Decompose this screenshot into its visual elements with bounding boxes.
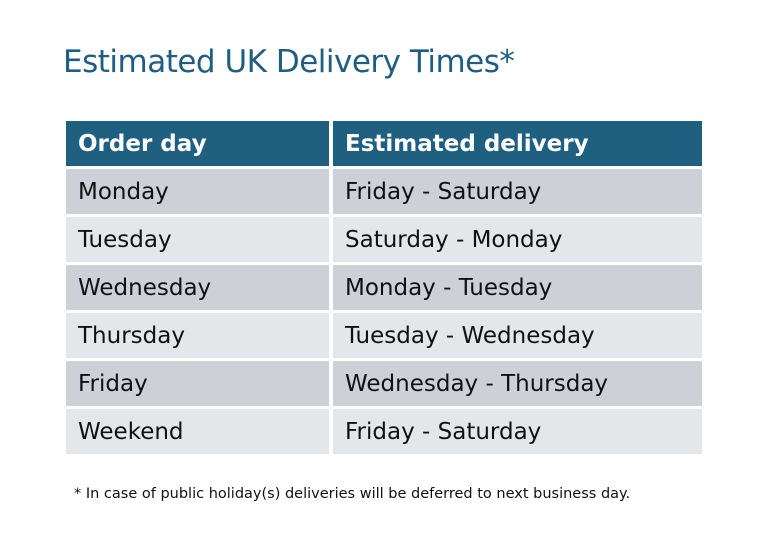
table-header-row: Order day Estimated delivery — [66, 121, 702, 166]
delivery-cell: Saturday - Monday — [333, 217, 702, 262]
order-day-cell: Monday — [66, 169, 329, 214]
order-day-cell: Weekend — [66, 409, 329, 454]
header-order-day: Order day — [66, 121, 329, 166]
header-estimated-delivery: Estimated delivery — [333, 121, 702, 166]
delivery-cell: Tuesday - Wednesday — [333, 313, 702, 358]
table-row: Monday Friday - Saturday — [66, 169, 702, 214]
page-title: Estimated UK Delivery Times* — [63, 44, 515, 80]
table-row: Tuesday Saturday - Monday — [66, 217, 702, 262]
order-day-cell: Thursday — [66, 313, 329, 358]
table-row: Weekend Friday - Saturday — [66, 409, 702, 454]
table-row: Wednesday Monday - Tuesday — [66, 265, 702, 310]
delivery-times-table: Order day Estimated delivery Monday Frid… — [62, 118, 706, 457]
delivery-cell: Friday - Saturday — [333, 409, 702, 454]
delivery-cell: Friday - Saturday — [333, 169, 702, 214]
delivery-cell: Wednesday - Thursday — [333, 361, 702, 406]
footnote: * In case of public holiday(s) deliverie… — [74, 486, 631, 502]
table-row: Thursday Tuesday - Wednesday — [66, 313, 702, 358]
order-day-cell: Tuesday — [66, 217, 329, 262]
order-day-cell: Wednesday — [66, 265, 329, 310]
delivery-cell: Monday - Tuesday — [333, 265, 702, 310]
table-row: Friday Wednesday - Thursday — [66, 361, 702, 406]
order-day-cell: Friday — [66, 361, 329, 406]
